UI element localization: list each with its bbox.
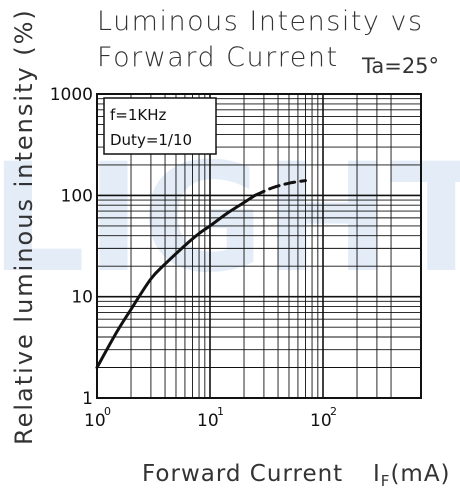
x-axis-label: Forward Current bbox=[142, 461, 343, 487]
x-tick-exponent: 1 bbox=[217, 405, 224, 418]
legend-note-box: f=1KHz Duty=1/10 bbox=[103, 97, 217, 155]
plot-curves bbox=[95, 179, 307, 369]
x-axis-unit: IF(mA) bbox=[373, 461, 451, 490]
x-tick-label: 10 bbox=[310, 411, 332, 431]
y-tick-label: 1 bbox=[82, 389, 93, 409]
note-box-frame bbox=[103, 97, 217, 155]
y-tick-label: 100 bbox=[61, 186, 93, 206]
chart-title-line2: Forward Current bbox=[97, 42, 339, 73]
x-unit-tail: (mA) bbox=[390, 461, 450, 487]
series-curve-solid bbox=[95, 193, 257, 369]
condition-label: Ta=25° bbox=[361, 54, 439, 78]
x-unit-subscript: F bbox=[381, 472, 391, 490]
series-curve-dashed bbox=[253, 179, 307, 197]
x-tick-exponent: 0 bbox=[104, 405, 111, 418]
plot-frame bbox=[96, 93, 422, 399]
x-tick-exponent: 2 bbox=[330, 405, 337, 418]
x-tick-label: 10 bbox=[197, 411, 219, 431]
note-frequency: f=1KHz bbox=[110, 106, 167, 124]
y-tick-label: 1000 bbox=[50, 85, 93, 105]
x-unit-symbol: I bbox=[373, 461, 381, 487]
y-tick-label: 10 bbox=[71, 288, 93, 308]
chart-title-line1: Luminous Intensity vs bbox=[97, 6, 424, 37]
note-duty: Duty=1/10 bbox=[110, 131, 192, 149]
watermark: LIGHT bbox=[0, 132, 460, 306]
y-axis-label: Relative luminous intensity (%) bbox=[10, 8, 38, 445]
x-axis-label-group: Forward Current IF(mA) bbox=[142, 461, 451, 490]
x-tick-label: 10 bbox=[84, 411, 106, 431]
